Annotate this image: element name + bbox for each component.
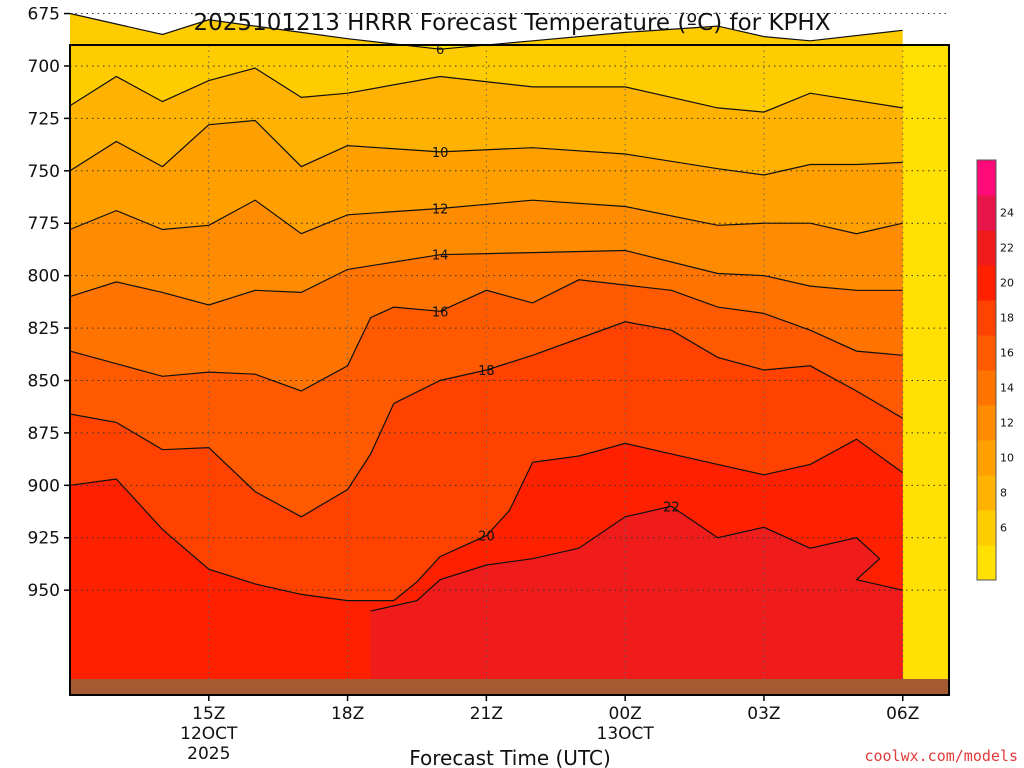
colorbar-label: 20 [1000, 277, 1014, 290]
colorbar-swatch [977, 475, 996, 511]
isotherm-contours: 6 10 12 14 16 18 20 22 [69, 12, 904, 612]
y-tick-label: 875 [28, 424, 60, 444]
x-tick-label: 2025 [187, 744, 230, 764]
x-axis-label: Forecast Time (UTC) [409, 746, 611, 768]
isotherm-10 [69, 119, 903, 176]
isotherm-label-12: 12 [432, 203, 449, 218]
credit-text[interactable]: coolwx.com/models [864, 747, 1018, 765]
colorbar-swatch [977, 160, 996, 196]
isotherm-20 [69, 438, 904, 602]
isotherm-22 [370, 505, 903, 612]
y-tick-label: 775 [28, 214, 60, 234]
colorbar-frame [976, 159, 997, 581]
colorbar-swatch [977, 300, 996, 336]
x-tick-label: 18Z [331, 704, 364, 724]
x-tick-label: 12OCT [180, 724, 238, 744]
x-tick-label: 00Z [609, 704, 642, 724]
colorbar-label: 14 [1000, 382, 1014, 395]
colorbar-label: 18 [1000, 312, 1014, 325]
colorbar-swatch [977, 545, 996, 581]
x-tick-label: 03Z [747, 704, 780, 724]
y-tick-label: 850 [28, 371, 60, 391]
isotherm-6 [69, 12, 903, 50]
isotherm-label-16: 16 [432, 305, 449, 320]
y-tick-label: 825 [28, 319, 60, 339]
isotherm-label-20: 20 [478, 530, 495, 545]
isotherm-label-14: 14 [432, 249, 449, 264]
colorbar-swatch [977, 195, 996, 231]
y-tick-label: 900 [28, 476, 60, 496]
y-axis-ticks: 675 700 725 750 775 800 825 850 875 900 925 950 [28, 5, 70, 601]
fill-band-above-22 [370, 506, 903, 695]
isotherm-8 [69, 67, 903, 113]
isotherm-14 [69, 249, 903, 306]
x-tick-label: 13OCT [597, 724, 655, 744]
isotherm-label-22: 22 [663, 500, 680, 515]
isotherm-12 [69, 199, 903, 235]
x-tick-label: 21Z [470, 704, 503, 724]
colorbar-label: 12 [1000, 417, 1014, 430]
colorbar-swatch [977, 335, 996, 371]
y-tick-label: 800 [28, 267, 60, 287]
colorbar-swatch [977, 265, 996, 301]
terrain-ground [70, 679, 949, 695]
y-tick-label: 750 [28, 162, 60, 182]
colorbar-swatch [977, 230, 996, 266]
colorbar-swatch [977, 370, 996, 406]
y-tick-label: 950 [28, 581, 60, 601]
x-tick-label: 06Z [886, 704, 919, 724]
y-tick-label: 675 [28, 5, 60, 25]
isotherm-label-18: 18 [478, 364, 495, 379]
isotherm-16 [69, 279, 903, 392]
y-tick-label: 925 [28, 529, 60, 549]
chart-title: 2025101213 HRRR Forecast Temperature (ºC… [194, 10, 831, 36]
colorbar-label: 24 [1000, 207, 1014, 220]
colorbar-label: 22 [1000, 242, 1014, 255]
isotherm-label-10: 10 [432, 146, 449, 161]
colorbar-swatch [977, 510, 996, 546]
colorbar-swatch [977, 440, 996, 476]
y-tick-label: 700 [28, 57, 60, 77]
x-tick-label: 15Z [192, 704, 225, 724]
colorbar-label: 6 [1000, 522, 1007, 535]
isotherm-label-6: 6 [436, 43, 444, 58]
temperature-contour-fills [70, 13, 949, 696]
plot-frame [69, 44, 950, 696]
isotherm-18 [69, 321, 904, 518]
colorbar-swatch [977, 405, 996, 441]
colorbar-label: 8 [1000, 487, 1007, 500]
y-tick-label: 725 [28, 109, 60, 129]
colorbar: 6 8 10 12 14 16 18 20 22 24 [976, 159, 1014, 581]
colorbar-label: 16 [1000, 347, 1014, 360]
colorbar-label: 10 [1000, 452, 1014, 465]
